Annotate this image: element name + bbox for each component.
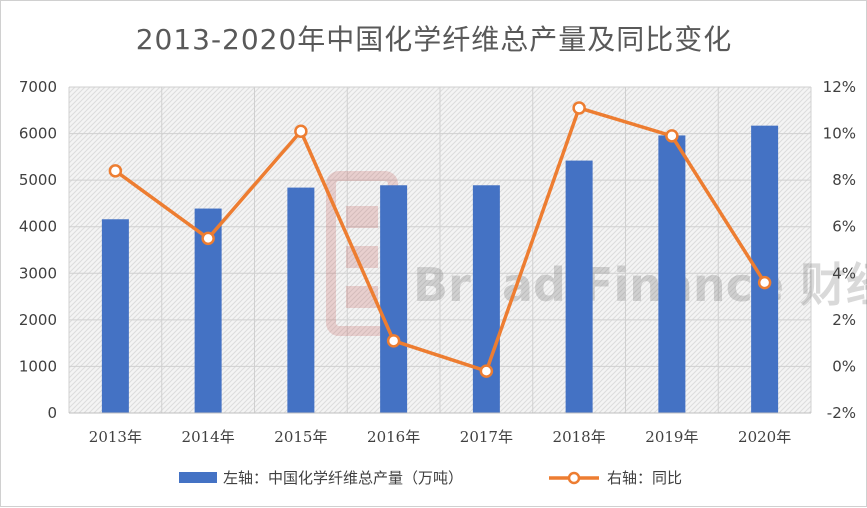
legend: 左轴：中国化学纤维总产量（万吨） 右轴：同比 <box>179 469 682 487</box>
line-point <box>665 129 679 143</box>
y-right-tick-label: 0% <box>832 357 856 375</box>
bar <box>101 219 129 413</box>
series-line <box>114 106 767 373</box>
y-left-tick-label: 5000 <box>19 171 57 189</box>
y-left-tick-label: 4000 <box>19 218 57 236</box>
bar <box>658 135 686 414</box>
y-right-tick-label: 8% <box>832 171 856 189</box>
line-point <box>757 275 772 290</box>
bar <box>472 185 500 413</box>
x-tick-label: 2016年 <box>367 428 420 446</box>
bar-series <box>101 125 779 414</box>
y-left-tick-label: 0 <box>47 404 57 422</box>
line-point <box>479 364 494 378</box>
line-point <box>294 124 308 138</box>
x-tick-label: 2017年 <box>460 428 513 446</box>
x-tick-label: 2014年 <box>182 428 235 446</box>
y-right-tick-label: 6% <box>832 218 856 236</box>
legend-label-bar: 左轴：中国化学纤维总产量（万吨） <box>223 469 463 487</box>
x-tick-label: 2019年 <box>645 428 698 446</box>
legend-label-line: 右轴：同比 <box>607 469 682 487</box>
y-left-tick-label: 6000 <box>19 125 57 143</box>
y-right-tick-label: 4% <box>832 264 856 282</box>
y-right-tick-label: -2% <box>827 404 856 422</box>
y-left-tick-label: 2000 <box>19 311 57 329</box>
y-left-tick-label: 3000 <box>19 264 57 282</box>
bar <box>565 160 593 413</box>
gridlines <box>68 86 812 414</box>
legend-swatch-marker <box>567 471 581 485</box>
line-point <box>386 334 401 348</box>
x-tick-label: 2018年 <box>553 428 606 446</box>
line-point <box>201 231 215 246</box>
y-right-tick-label: 12% <box>823 78 856 96</box>
y-right-tick-label: 10% <box>823 125 856 143</box>
y-right-tick-label: 2% <box>832 311 856 329</box>
line-series <box>108 101 772 378</box>
y-left-tick-label: 7000 <box>19 78 57 96</box>
x-tick-label: 2020年 <box>738 428 791 446</box>
axes: 0 1000 2000 3000 4000 5000 6000 7000 -2% 0% 2% 4% 6%… <box>19 78 856 446</box>
bar <box>380 185 408 413</box>
y-left-tick-label: 1000 <box>19 357 57 375</box>
x-tick-label: 2013年 <box>89 428 142 446</box>
line-point <box>572 101 586 115</box>
legend-swatch-bar <box>179 472 217 483</box>
bar <box>287 187 315 413</box>
x-tick-label: 2015年 <box>274 428 327 446</box>
line-point <box>108 164 123 178</box>
chart-title: 2013-2020年中国化学纤维总产量及同比变化 <box>136 23 733 56</box>
